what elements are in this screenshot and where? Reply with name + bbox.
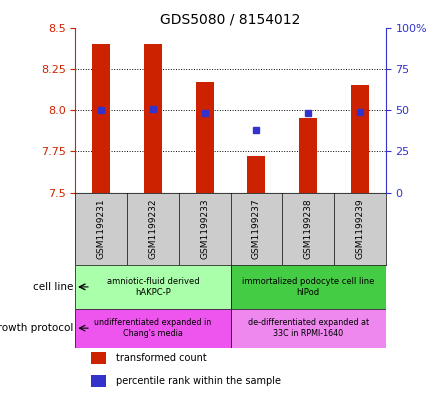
Text: GSM1199239: GSM1199239 [355, 198, 363, 259]
Text: de-differentiated expanded at
33C in RPMI-1640: de-differentiated expanded at 33C in RPM… [247, 318, 368, 338]
Title: GDS5080 / 8154012: GDS5080 / 8154012 [160, 12, 300, 26]
Text: GSM1199238: GSM1199238 [303, 198, 312, 259]
Bar [91, 352, 106, 364]
Text: amniotic-fluid derived
hAKPC-P: amniotic-fluid derived hAKPC-P [107, 277, 199, 297]
Text: cell line: cell line [33, 282, 73, 292]
Bar [92, 44, 110, 193]
Text: GSM1199232: GSM1199232 [148, 199, 157, 259]
Bar [298, 118, 316, 193]
Bar [75, 265, 230, 309]
Text: GSM1199231: GSM1199231 [97, 198, 105, 259]
Text: transformed count: transformed count [116, 353, 206, 363]
Text: immortalized podocyte cell line
hlPod: immortalized podocyte cell line hlPod [241, 277, 374, 297]
Bar [247, 156, 265, 193]
Bar [195, 82, 213, 193]
Bar [230, 265, 385, 309]
Text: GSM1199237: GSM1199237 [252, 198, 260, 259]
Bar [91, 375, 106, 387]
Bar [230, 309, 385, 348]
Bar [144, 44, 162, 193]
Text: growth protocol: growth protocol [0, 323, 73, 333]
Bar [350, 85, 368, 193]
Text: percentile rank within the sample: percentile rank within the sample [116, 376, 280, 386]
Bar [75, 309, 230, 348]
Text: GSM1199233: GSM1199233 [200, 198, 209, 259]
Text: undifferentiated expanded in
Chang's media: undifferentiated expanded in Chang's med… [94, 318, 211, 338]
